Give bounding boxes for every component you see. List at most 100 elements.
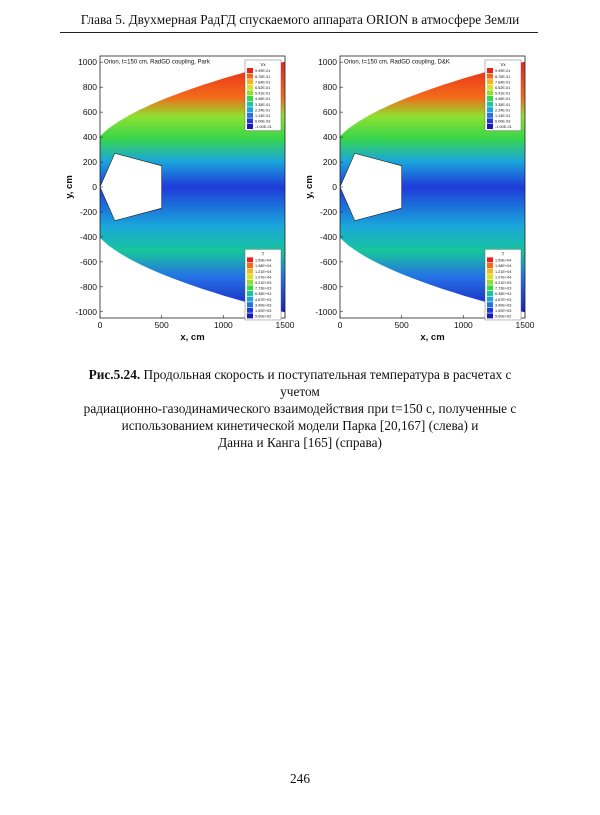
temperature-legend: T 1.59E+041.38E+04 1.21E+041.07E+04 9.21E+0… [244, 249, 282, 321]
x-tick-label: 1000 [454, 320, 473, 330]
legend-swatch [487, 279, 493, 285]
plot-title-box [342, 57, 460, 65]
x-tick-label: 1500 [516, 320, 535, 330]
legend-value: 4.87E+03 [495, 298, 511, 302]
y-tick-label: -1000 [315, 307, 337, 317]
plot-title: Orion, t=150 cm, RadGD coupling, D&K [344, 60, 450, 66]
temperature-legend: T 1.59E+041.38E+04 1.21E+041.07E+04 9.21E+0… [484, 249, 522, 321]
legend-value: 6.52E-01 [255, 86, 270, 90]
x-tick-label: 0 [98, 320, 103, 330]
legend-value: 3.40E+03 [255, 303, 271, 307]
plot-title-box [102, 57, 220, 65]
legend-value: 4.87E+03 [255, 298, 271, 302]
caption-line-3: использованием кинетической модели Парка… [121, 418, 479, 433]
y-axis-label: y, cm [64, 175, 75, 199]
y-tick-label: 1000 [318, 57, 337, 67]
legend-value: 7.64E-01 [495, 80, 510, 84]
x-tick-label: 500 [395, 320, 409, 330]
legend-swatch [487, 90, 493, 96]
legend-swatch [247, 68, 253, 73]
legend-swatch [247, 274, 253, 280]
legend-swatch [487, 257, 493, 263]
legend-swatch [247, 112, 253, 118]
legend-swatch [247, 307, 253, 313]
legend-swatch [247, 279, 253, 285]
y-tick-label: 0 [92, 182, 97, 192]
legend-value: 4.46E-01 [255, 97, 270, 101]
legend-value: 1.92E+03 [495, 309, 511, 313]
y-tick-label: 0 [332, 182, 337, 192]
legend-swatch [487, 296, 493, 302]
legend-value: 1.21E+04 [255, 270, 271, 274]
x-axis-label: x, cm [420, 332, 444, 343]
y-tick-label: 800 [83, 82, 97, 92]
legend-value: -1.00E-01 [255, 125, 272, 129]
legend-swatch [487, 107, 493, 113]
x-tick-label: 500 [155, 320, 169, 330]
legend-value: 1.07E+04 [255, 275, 271, 279]
legend-value: 1.13E-01 [495, 114, 510, 118]
legend-swatch [247, 262, 253, 268]
legend-swatch [487, 101, 493, 107]
legend-swatch [487, 262, 493, 268]
caption-line-2: радиационно-газодинамического взаимодейс… [83, 401, 517, 416]
y-tick-label: -600 [320, 257, 337, 267]
y-tick-label: 600 [83, 107, 97, 117]
legend-value: 7.73E+03 [495, 287, 511, 291]
velocity-contour-field [100, 61, 285, 187]
legend-value: 3.40E+03 [495, 303, 511, 307]
legend-swatch [487, 112, 493, 118]
legend-value: 5.41E-01 [495, 92, 510, 96]
legend-swatch [247, 290, 253, 296]
legend-value: 6.00E-03 [255, 120, 270, 124]
legend-value: 1.13E-01 [255, 114, 270, 118]
legend-value: 9.99E-01 [495, 69, 510, 73]
legend-swatch [487, 96, 493, 101]
legend-swatch [247, 90, 253, 96]
legend-swatch [487, 68, 493, 73]
y-tick-label: -200 [320, 207, 337, 217]
y-axis-label: y, cm [304, 175, 315, 199]
legend-swatch [247, 73, 253, 79]
legend-swatch [247, 84, 253, 90]
legend-swatch [247, 268, 253, 274]
x-axis-label: x, cm [180, 332, 204, 343]
legend-value: 8.75E-01 [495, 75, 510, 79]
legend-swatch [487, 302, 493, 308]
capsule-body [340, 152, 402, 222]
running-header: Глава 5. Двухмерная РадГД спускаемого ап… [80, 12, 520, 27]
legend-title: Vx [260, 62, 266, 67]
y-tick-label: 800 [323, 82, 337, 92]
legend-swatch [487, 79, 493, 85]
velocity-legend: Vx 9.99E-01 8.75E-017.64E-01 6.52E-01 5.41E-… [244, 59, 282, 131]
legend-swatch [487, 124, 493, 129]
contour-panel-1: Orion, t=150 cm, RadGD coupling, Park Vx 9… [64, 55, 295, 343]
legend-swatch [247, 124, 253, 129]
legend-value: 7.73E+03 [255, 287, 271, 291]
y-tick-label: 600 [323, 107, 337, 117]
legend-value: 5.41E-01 [255, 92, 270, 96]
legend-value: 5.00E+02 [255, 315, 271, 319]
legend-swatch [487, 285, 493, 291]
y-tick-label: -200 [80, 207, 97, 217]
legend-value: 3.35E-01 [495, 103, 510, 107]
y-tick-label: -800 [320, 282, 337, 292]
legend-swatch [247, 79, 253, 85]
legend-value: 9.21E+03 [255, 281, 271, 285]
y-tick-label: -600 [80, 257, 97, 267]
legend-value: 2.24E-01 [255, 108, 270, 112]
contour-panel-2: Orion, t=150 cm, RadGD coupling, D&K Vx 9.… [304, 55, 535, 343]
caption-line-1: Продольная скорость и поступательная тем… [143, 367, 512, 399]
y-tick-label: -400 [320, 232, 337, 242]
x-tick-label: 0 [338, 320, 343, 330]
legend-value: 1.92E+03 [255, 309, 271, 313]
x-tick-label: 1000 [214, 320, 233, 330]
y-tick-label: 400 [83, 132, 97, 142]
legend-title: Vx [500, 62, 506, 67]
legend-swatch [487, 73, 493, 79]
legend-value: -1.00E-01 [495, 125, 512, 129]
legend-value: 1.59E+04 [255, 259, 271, 263]
figure-caption: Рис.5.24. Продольная скорость и поступат… [70, 366, 530, 451]
velocity-legend: Vx 9.99E-01 8.75E-017.64E-01 6.52E-01 5.41E-… [484, 59, 522, 131]
legend-swatch [487, 268, 493, 274]
